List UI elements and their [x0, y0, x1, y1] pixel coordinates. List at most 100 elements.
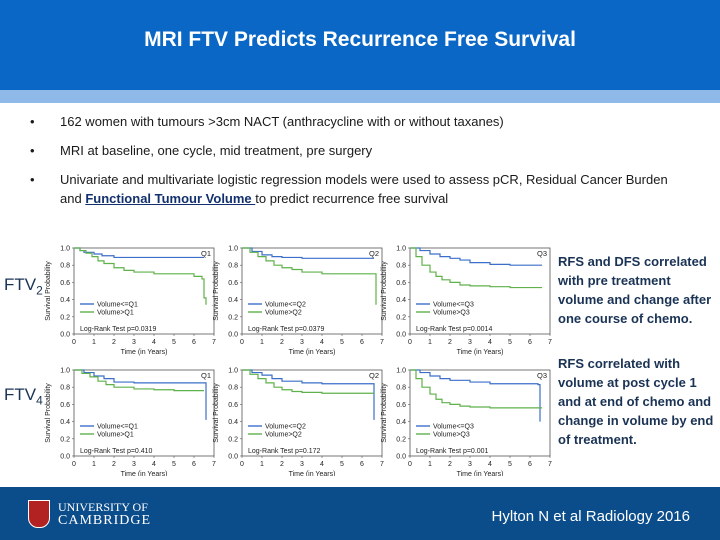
km-plots: 0.0 0.2 0.4 0.6 0.8 1.0 0 1 2 3 4 5 6 7 Time (in Years… — [45, 246, 552, 477]
y-tick-label: 1.0 — [396, 246, 406, 253]
x-tick-label: 6 — [192, 461, 196, 468]
legend-label: Volume>Q1 — [97, 310, 134, 317]
legend-label: Volume<=Q3 — [433, 302, 474, 309]
x-tick-label: 0 — [408, 339, 412, 346]
legend-label: Volume>Q3 — [433, 432, 470, 439]
x-tick-label: 1 — [428, 461, 432, 468]
y-axis-label: Survival Probability — [381, 383, 388, 443]
legend-label: Volume<=Q1 — [97, 424, 138, 431]
x-tick-label: 7 — [380, 339, 384, 346]
logrank-annotation: Log-Rank Test p=0.172 — [248, 448, 321, 455]
ftv2-label-text: FTV — [4, 275, 37, 294]
plot-frame — [241, 369, 383, 457]
bullet-item: • MRI at baseline, one cycle, mid treatm… — [30, 141, 680, 160]
km-curve — [242, 369, 375, 420]
x-tick-label: 7 — [212, 461, 216, 468]
x-tick-label: 6 — [528, 339, 532, 346]
x-tick-label: 2 — [280, 339, 284, 346]
logrank-annotation: Log-Rank Test p=0.410 — [80, 448, 153, 455]
x-tick-label: 3 — [468, 461, 472, 468]
plot-frame — [409, 369, 551, 457]
km-curve — [242, 247, 374, 259]
y-tick-label: 0.2 — [228, 436, 238, 443]
y-axis-label: Survival Probability — [45, 261, 52, 321]
bullet-text: MRI at baseline, one cycle, mid treatmen… — [60, 143, 373, 158]
legend-label: Volume<=Q1 — [97, 302, 138, 309]
y-tick-label: 0.0 — [396, 454, 406, 461]
x-tick-label: 3 — [300, 339, 304, 346]
x-tick-label: 3 — [132, 339, 136, 346]
logrank-annotation: Log-Rank Test p=0.0014 — [416, 326, 492, 333]
km-curve — [410, 369, 542, 409]
logo-line1: UNIVERSITY OF — [58, 500, 148, 514]
km-curve — [242, 247, 377, 305]
bullet-text: 162 women with tumours >3cm NACT (anthra… — [60, 114, 504, 129]
x-tick-label: 6 — [192, 339, 196, 346]
x-axis-label: Time (in Years) — [121, 471, 168, 476]
right-text-rfs: RFS correlated with volume at post cycle… — [558, 356, 714, 447]
x-tick-label: 1 — [260, 461, 264, 468]
y-tick-label: 0.8 — [60, 385, 70, 392]
y-tick-label: 0.4 — [228, 297, 238, 304]
header-stripe — [0, 90, 720, 103]
plot-title: Q3 — [537, 371, 547, 380]
x-tick-label: 7 — [548, 461, 552, 468]
x-tick-label: 2 — [448, 339, 452, 346]
x-tick-label: 4 — [152, 461, 156, 468]
ftv4-label: FTV4 — [4, 385, 43, 407]
y-tick-label: 0.6 — [228, 280, 238, 287]
y-tick-label: 0.8 — [396, 263, 406, 270]
y-tick-label: 0.4 — [228, 419, 238, 426]
bullet-dot: • — [30, 172, 35, 187]
y-axis-label: Survival Probability — [213, 261, 220, 321]
x-tick-label: 5 — [340, 461, 344, 468]
y-tick-label: 0.6 — [396, 402, 406, 409]
y-tick-label: 0.4 — [60, 297, 70, 304]
bullet-item: • 162 women with tumours >3cm NACT (anth… — [30, 112, 680, 131]
ftv-link[interactable]: Functional Tumour Volume — [85, 191, 256, 206]
y-tick-label: 0.6 — [60, 402, 70, 409]
x-tick-label: 4 — [488, 339, 492, 346]
y-tick-label: 0.0 — [60, 454, 70, 461]
x-axis-label: Time (in Years) — [121, 349, 168, 356]
x-axis-label: Time (in Years) — [457, 471, 504, 476]
legend-label: Volume<=Q2 — [265, 424, 306, 431]
x-tick-label: 0 — [72, 339, 76, 346]
plot-title: Q3 — [537, 249, 547, 258]
x-tick-label: 5 — [508, 461, 512, 468]
x-tick-label: 2 — [112, 461, 116, 468]
citation: Hylton N et al Radiology 2016 — [491, 508, 690, 525]
y-tick-label: 0.8 — [396, 385, 406, 392]
x-tick-label: 0 — [72, 461, 76, 468]
y-tick-label: 0.4 — [396, 297, 406, 304]
cambridge-logo: UNIVERSITY OF CAMBRIDGE — [28, 500, 151, 528]
x-axis-label: Time (in Years) — [289, 349, 336, 356]
x-tick-label: 5 — [172, 461, 176, 468]
x-tick-label: 5 — [172, 339, 176, 346]
y-tick-label: 0.0 — [228, 332, 238, 339]
x-tick-label: 1 — [92, 339, 96, 346]
x-tick-label: 7 — [548, 339, 552, 346]
y-tick-label: 1.0 — [396, 368, 406, 375]
y-tick-label: 0.6 — [396, 280, 406, 287]
legend-label: Volume>Q2 — [265, 432, 302, 439]
bullet-dot: • — [30, 143, 35, 158]
y-axis-label: Survival Probability — [45, 383, 52, 443]
x-tick-label: 3 — [468, 339, 472, 346]
plot-frame — [409, 247, 551, 335]
y-tick-label: 0.2 — [228, 314, 238, 321]
x-tick-label: 5 — [508, 339, 512, 346]
x-tick-label: 1 — [92, 461, 96, 468]
x-tick-label: 3 — [132, 461, 136, 468]
plot-title: Q2 — [369, 249, 379, 258]
x-tick-label: 6 — [528, 461, 532, 468]
plot-frame — [73, 247, 215, 335]
bullet-dot: • — [30, 114, 35, 129]
legend-label: Volume>Q3 — [433, 310, 470, 317]
y-tick-label: 0.8 — [228, 385, 238, 392]
bullet-text-after: to predict recurrence free survival — [255, 191, 449, 206]
plot-title: Q2 — [369, 371, 379, 380]
legend-label: Volume>Q1 — [97, 432, 134, 439]
x-tick-label: 7 — [212, 339, 216, 346]
km-curve — [74, 369, 207, 420]
